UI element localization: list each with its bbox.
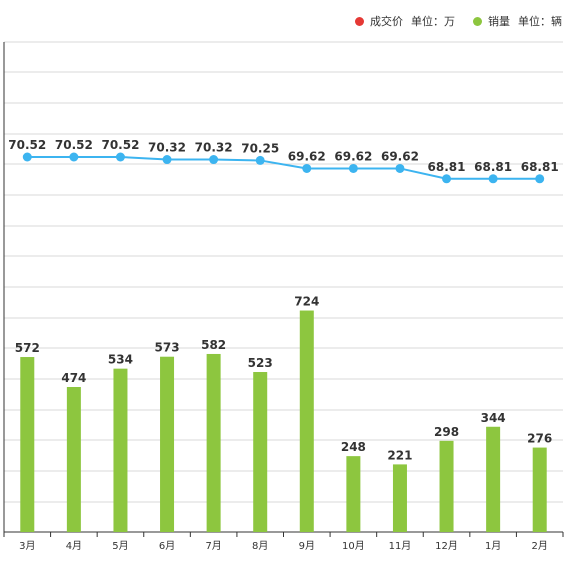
legend-label-price: 成交价 bbox=[370, 15, 403, 28]
price-label-9: 69.62 bbox=[381, 149, 419, 163]
legend-item-price[interactable]: 成交价 单位：万 bbox=[355, 13, 455, 29]
price-point-9 bbox=[395, 163, 405, 173]
x-tick-label-11: 1月 bbox=[485, 540, 501, 552]
x-tick-label-2: 4月 bbox=[66, 540, 82, 552]
x-tick-label-3: 5月 bbox=[112, 540, 128, 552]
bar-sales-8 bbox=[346, 456, 361, 532]
price-line bbox=[27, 156, 540, 180]
price-label-5: 70.32 bbox=[195, 141, 233, 155]
bar-label-12: 276 bbox=[527, 432, 552, 446]
x-tick-label-9: 11月 bbox=[389, 540, 412, 552]
price-label-2: 70.52 bbox=[55, 138, 93, 152]
x-tick-label-12: 2月 bbox=[532, 540, 548, 552]
x-tick-label-1: 3月 bbox=[19, 540, 35, 552]
bar-sales-9 bbox=[392, 464, 407, 532]
price-point-11 bbox=[488, 174, 498, 184]
x-tick-label-4: 6月 bbox=[159, 540, 175, 552]
bar-sales-11 bbox=[486, 426, 501, 532]
bar-label-6: 523 bbox=[248, 356, 273, 370]
bar-sales-4 bbox=[160, 356, 175, 532]
x-tick-label-6: 8月 bbox=[252, 540, 268, 552]
price-point-10 bbox=[442, 174, 452, 184]
price-point-5 bbox=[209, 155, 219, 165]
legend-unit-sales: 单位：辆 bbox=[518, 15, 562, 28]
price-label-3: 70.52 bbox=[101, 138, 139, 152]
price-point-12 bbox=[535, 174, 545, 184]
price-point-6 bbox=[255, 155, 265, 165]
x-tick-label-5: 7月 bbox=[205, 540, 221, 552]
bar-sales-10 bbox=[439, 440, 454, 532]
price-label-11: 68.81 bbox=[474, 160, 512, 174]
bar-label-7: 724 bbox=[294, 295, 319, 309]
bar-label-8: 248 bbox=[341, 440, 366, 454]
x-tick-label-8: 10月 bbox=[342, 540, 365, 552]
price-label-8: 69.62 bbox=[334, 149, 372, 163]
price-point-2 bbox=[69, 152, 79, 162]
price-point-8 bbox=[348, 163, 358, 173]
price-point-7 bbox=[302, 163, 312, 173]
price-label-7: 69.62 bbox=[288, 149, 326, 163]
bar-sales-5 bbox=[206, 353, 221, 532]
bar-label-11: 344 bbox=[481, 411, 506, 425]
bar-sales-12 bbox=[532, 447, 547, 532]
price-label-12: 68.81 bbox=[521, 160, 559, 174]
x-tick-label-7: 9月 bbox=[299, 540, 315, 552]
bar-label-4: 573 bbox=[155, 341, 180, 355]
bar-sales-2 bbox=[66, 387, 81, 532]
price-point-1 bbox=[22, 152, 32, 162]
bar-label-2: 474 bbox=[61, 371, 86, 385]
bar-sales-7 bbox=[299, 310, 314, 532]
price-point-4 bbox=[162, 155, 172, 165]
chart-legend: 成交价 单位：万 销量 单位：辆 bbox=[343, 10, 562, 32]
legend-item-sales[interactable]: 销量 单位：辆 bbox=[473, 13, 562, 29]
price-label-4: 70.32 bbox=[148, 141, 186, 155]
price-point-3 bbox=[115, 152, 125, 162]
legend-label-sales: 销量 bbox=[488, 15, 510, 28]
bar-label-1: 572 bbox=[15, 341, 40, 355]
bar-sales-3 bbox=[113, 368, 128, 532]
bar-label-10: 298 bbox=[434, 425, 459, 439]
price-label-1: 70.52 bbox=[8, 138, 46, 152]
bar-sales-6 bbox=[253, 372, 268, 532]
legend-dot-sales bbox=[473, 16, 482, 26]
price-label-10: 68.81 bbox=[428, 160, 466, 174]
legend-unit-price: 单位：万 bbox=[411, 15, 455, 28]
price-label-6: 70.25 bbox=[241, 141, 279, 155]
bar-sales-1 bbox=[20, 357, 35, 532]
x-tick-label-10: 12月 bbox=[435, 540, 458, 552]
bar-label-9: 221 bbox=[387, 448, 412, 462]
bar-label-5: 582 bbox=[201, 338, 226, 352]
legend-dot-price bbox=[355, 16, 364, 26]
bar-label-3: 534 bbox=[108, 353, 133, 367]
